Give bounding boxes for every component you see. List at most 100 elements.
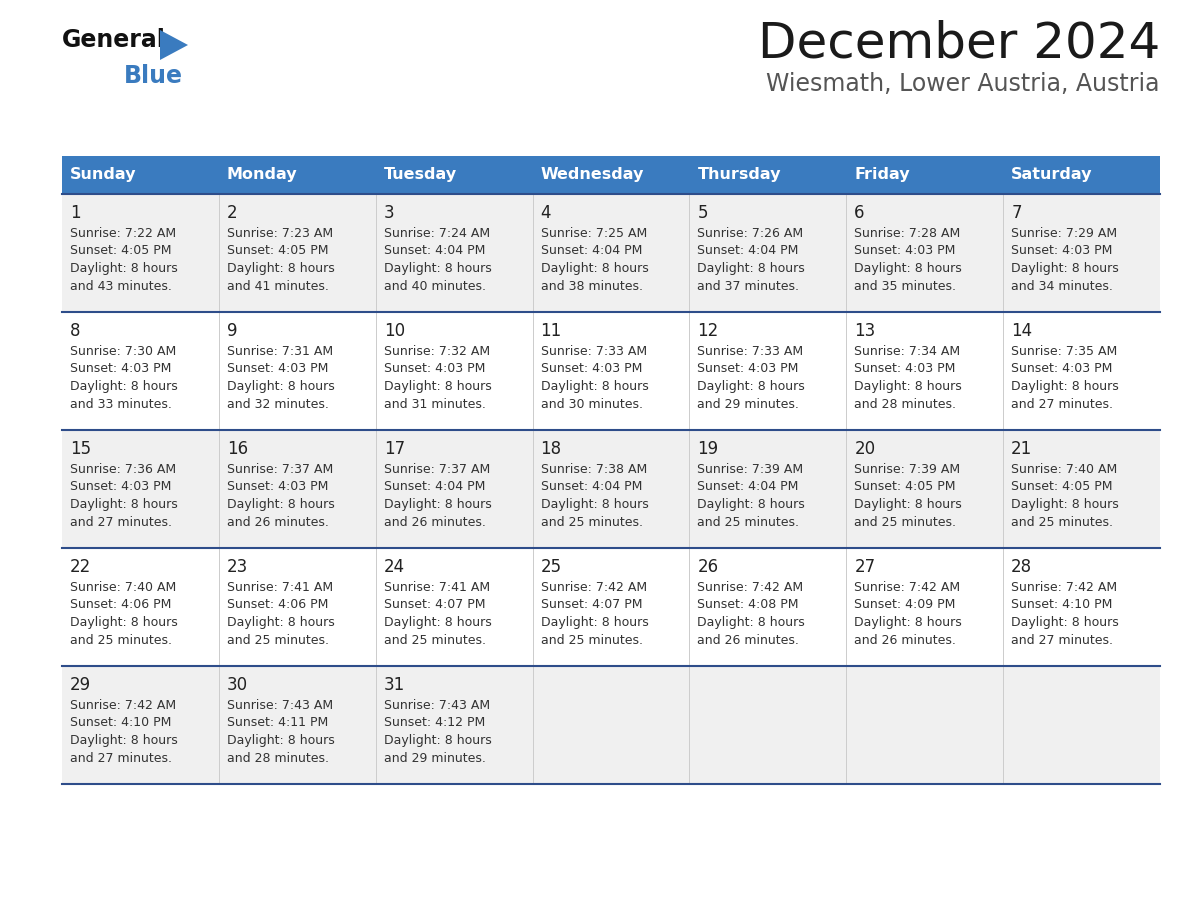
Text: Daylight: 8 hours: Daylight: 8 hours [541,262,649,275]
Text: and 38 minutes.: and 38 minutes. [541,279,643,293]
Text: and 25 minutes.: and 25 minutes. [227,633,329,646]
Text: Daylight: 8 hours: Daylight: 8 hours [541,380,649,393]
Text: Sunset: 4:03 PM: Sunset: 4:03 PM [384,363,485,375]
Text: Monday: Monday [227,167,297,183]
Text: 5: 5 [697,204,708,222]
Text: Sunset: 4:03 PM: Sunset: 4:03 PM [697,363,798,375]
Text: Sunset: 4:10 PM: Sunset: 4:10 PM [70,717,171,730]
Text: Daylight: 8 hours: Daylight: 8 hours [697,380,805,393]
Text: and 40 minutes.: and 40 minutes. [384,279,486,293]
Text: 4: 4 [541,204,551,222]
Text: Sunset: 4:04 PM: Sunset: 4:04 PM [384,480,485,494]
Bar [62,548,1159,666]
Text: Daylight: 8 hours: Daylight: 8 hours [70,262,178,275]
Text: Sunrise: 7:37 AM: Sunrise: 7:37 AM [384,463,489,476]
Text: Sunset: 4:05 PM: Sunset: 4:05 PM [854,480,956,494]
Text: Sunrise: 7:38 AM: Sunrise: 7:38 AM [541,463,646,476]
Text: and 31 minutes.: and 31 minutes. [384,397,486,410]
Text: Sunset: 4:09 PM: Sunset: 4:09 PM [854,599,955,611]
Text: 1: 1 [70,204,81,222]
Text: Daylight: 8 hours: Daylight: 8 hours [70,380,178,393]
Text: 18: 18 [541,440,562,458]
Text: December 2024: December 2024 [758,20,1159,68]
Text: and 33 minutes.: and 33 minutes. [70,397,172,410]
Text: Sunset: 4:11 PM: Sunset: 4:11 PM [227,717,328,730]
Bar [62,430,1159,548]
Text: Sunrise: 7:24 AM: Sunrise: 7:24 AM [384,227,489,240]
Text: Daylight: 8 hours: Daylight: 8 hours [384,262,492,275]
Text: Sunset: 4:10 PM: Sunset: 4:10 PM [1011,599,1112,611]
Text: Sunset: 4:08 PM: Sunset: 4:08 PM [697,599,798,611]
Text: Sunset: 4:03 PM: Sunset: 4:03 PM [227,363,328,375]
Text: Daylight: 8 hours: Daylight: 8 hours [227,498,335,511]
Text: and 41 minutes.: and 41 minutes. [227,279,329,293]
Text: Sunrise: 7:30 AM: Sunrise: 7:30 AM [70,345,176,358]
Text: and 27 minutes.: and 27 minutes. [1011,633,1113,646]
Text: and 27 minutes.: and 27 minutes. [1011,397,1113,410]
Text: Daylight: 8 hours: Daylight: 8 hours [227,616,335,629]
Text: Saturday: Saturday [1011,167,1093,183]
Text: Daylight: 8 hours: Daylight: 8 hours [384,616,492,629]
Text: Wiesmath, Lower Austria, Austria: Wiesmath, Lower Austria, Austria [766,72,1159,96]
Text: Sunrise: 7:41 AM: Sunrise: 7:41 AM [227,581,333,594]
Text: Daylight: 8 hours: Daylight: 8 hours [227,262,335,275]
Text: and 25 minutes.: and 25 minutes. [70,633,172,646]
Text: 28: 28 [1011,558,1032,576]
Text: Daylight: 8 hours: Daylight: 8 hours [227,380,335,393]
Text: 27: 27 [854,558,876,576]
Text: and 25 minutes.: and 25 minutes. [697,516,800,529]
Text: Sunrise: 7:33 AM: Sunrise: 7:33 AM [541,345,646,358]
Text: 2: 2 [227,204,238,222]
Text: 12: 12 [697,322,719,340]
Text: Sunrise: 7:33 AM: Sunrise: 7:33 AM [697,345,803,358]
Text: Sunrise: 7:29 AM: Sunrise: 7:29 AM [1011,227,1117,240]
Text: Sunrise: 7:28 AM: Sunrise: 7:28 AM [854,227,961,240]
Text: Daylight: 8 hours: Daylight: 8 hours [70,498,178,511]
Text: 11: 11 [541,322,562,340]
Text: 31: 31 [384,676,405,694]
Text: Sunset: 4:12 PM: Sunset: 4:12 PM [384,717,485,730]
Bar [62,312,1159,430]
Text: Sunrise: 7:43 AM: Sunrise: 7:43 AM [227,699,333,712]
Text: Daylight: 8 hours: Daylight: 8 hours [384,380,492,393]
Text: Sunset: 4:03 PM: Sunset: 4:03 PM [854,363,955,375]
Text: Daylight: 8 hours: Daylight: 8 hours [384,498,492,511]
Text: and 35 minutes.: and 35 minutes. [854,279,956,293]
Text: 25: 25 [541,558,562,576]
Text: Sunrise: 7:39 AM: Sunrise: 7:39 AM [854,463,960,476]
Text: and 26 minutes.: and 26 minutes. [227,516,329,529]
Text: Sunset: 4:03 PM: Sunset: 4:03 PM [854,244,955,258]
Text: and 43 minutes.: and 43 minutes. [70,279,172,293]
Text: Daylight: 8 hours: Daylight: 8 hours [1011,380,1119,393]
Text: Sunset: 4:03 PM: Sunset: 4:03 PM [227,480,328,494]
Text: Daylight: 8 hours: Daylight: 8 hours [384,734,492,747]
Text: Daylight: 8 hours: Daylight: 8 hours [854,380,962,393]
Text: Daylight: 8 hours: Daylight: 8 hours [1011,262,1119,275]
Text: Friday: Friday [854,167,910,183]
Text: Sunset: 4:07 PM: Sunset: 4:07 PM [541,599,642,611]
Text: Sunrise: 7:26 AM: Sunrise: 7:26 AM [697,227,803,240]
Text: Daylight: 8 hours: Daylight: 8 hours [70,734,178,747]
Text: and 30 minutes.: and 30 minutes. [541,397,643,410]
Text: Sunset: 4:03 PM: Sunset: 4:03 PM [541,363,642,375]
Text: Sunrise: 7:42 AM: Sunrise: 7:42 AM [70,699,176,712]
Text: Sunrise: 7:39 AM: Sunrise: 7:39 AM [697,463,803,476]
Text: 30: 30 [227,676,248,694]
Text: Sunset: 4:05 PM: Sunset: 4:05 PM [227,244,328,258]
Text: and 27 minutes.: and 27 minutes. [70,752,172,765]
Text: Sunrise: 7:42 AM: Sunrise: 7:42 AM [854,581,960,594]
Text: 6: 6 [854,204,865,222]
Text: Sunset: 4:03 PM: Sunset: 4:03 PM [1011,363,1112,375]
Text: 24: 24 [384,558,405,576]
Text: and 25 minutes.: and 25 minutes. [384,633,486,646]
Text: 8: 8 [70,322,81,340]
Text: Sunset: 4:04 PM: Sunset: 4:04 PM [541,244,642,258]
Text: Wednesday: Wednesday [541,167,644,183]
Text: Sunset: 4:06 PM: Sunset: 4:06 PM [70,599,171,611]
Text: 14: 14 [1011,322,1032,340]
Text: Daylight: 8 hours: Daylight: 8 hours [854,498,962,511]
Text: Sunrise: 7:37 AM: Sunrise: 7:37 AM [227,463,333,476]
Text: Sunset: 4:03 PM: Sunset: 4:03 PM [1011,244,1112,258]
Text: Daylight: 8 hours: Daylight: 8 hours [70,616,178,629]
Text: and 32 minutes.: and 32 minutes. [227,397,329,410]
